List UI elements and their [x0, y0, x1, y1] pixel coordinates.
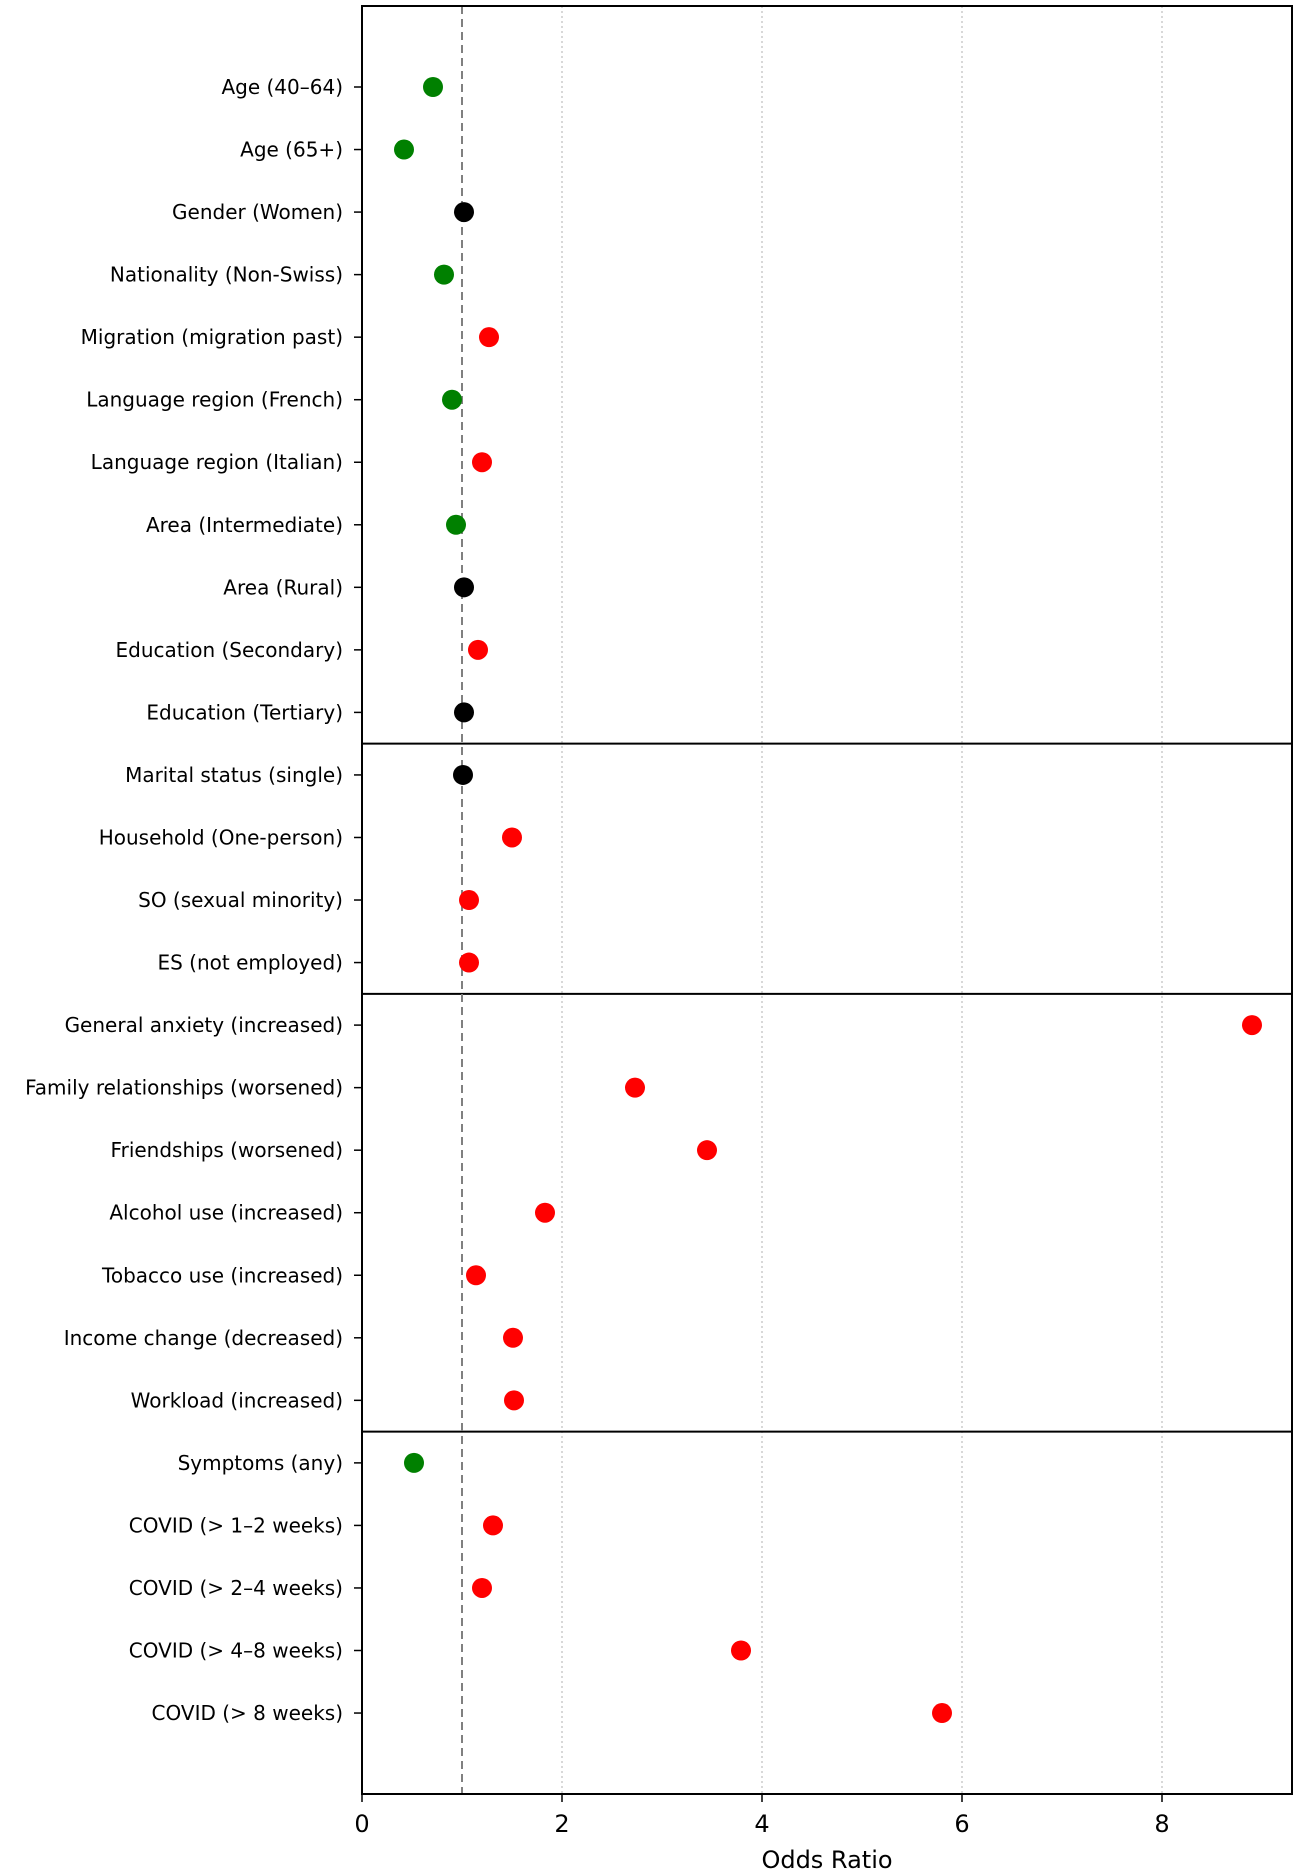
- y-tick-label: Area (Rural): [223, 575, 343, 599]
- y-tick-label: Workload (increased): [131, 1388, 343, 1412]
- x-tick-label: 8: [1154, 1810, 1169, 1838]
- y-tick-label: Friendships (worsened): [111, 1138, 343, 1162]
- data-point: [394, 139, 414, 160]
- y-tick-label: Family relationships (worsened): [25, 1076, 343, 1100]
- y-tick-label: Migration (migration past): [81, 325, 343, 349]
- data-point: [423, 77, 443, 97]
- group-separators: [362, 742, 1292, 1433]
- x-axis-label: Odds Ratio: [761, 1846, 892, 1874]
- data-point: [454, 702, 474, 723]
- data-points: [394, 77, 1262, 1724]
- data-point: [442, 389, 462, 410]
- y-tick-label: COVID (> 2–4 weeks): [129, 1576, 343, 1600]
- data-point: [434, 264, 454, 285]
- y-tick-label: Marital status (single): [125, 763, 343, 787]
- data-point: [404, 1452, 424, 1473]
- data-point: [731, 1640, 751, 1661]
- data-point: [453, 764, 473, 785]
- y-tick-label: Education (Tertiary): [146, 700, 343, 724]
- y-tick-label: Household (One-person): [99, 825, 343, 849]
- data-point: [697, 1140, 717, 1161]
- data-point: [1242, 1015, 1262, 1036]
- y-tick-label: Nationality (Non-Swiss): [110, 263, 343, 287]
- data-point: [472, 452, 492, 473]
- y-tick-label: Gender (Women): [172, 200, 343, 224]
- y-tick-label: Education (Secondary): [116, 638, 343, 662]
- x-tick-label: 0: [354, 1810, 369, 1838]
- y-tick-label: Income change (decreased): [64, 1326, 343, 1350]
- y-tick-label: Age (40–64): [221, 75, 343, 99]
- data-point: [468, 639, 488, 660]
- y-tick-label: SO (sexual minority): [138, 888, 343, 912]
- y-tick-label: COVID (> 4–8 weeks): [129, 1639, 343, 1663]
- data-point: [625, 1077, 645, 1098]
- x-tick-label: 6: [954, 1810, 969, 1838]
- x-tick-label: 2: [554, 1810, 569, 1838]
- data-point: [454, 577, 474, 598]
- y-tick-label: Age (65+): [240, 138, 343, 162]
- y-tick-label: Language region (Italian): [91, 450, 343, 474]
- y-tick-label: Area (Intermediate): [146, 513, 343, 537]
- y-axis: Age (40–64) Age (65+) Gender (Women) Nation…: [25, 75, 362, 1725]
- data-point: [446, 514, 466, 535]
- data-point: [932, 1703, 952, 1724]
- data-point: [502, 827, 522, 848]
- data-point: [466, 1265, 486, 1286]
- y-tick-label: COVID (> 8 weeks): [152, 1701, 343, 1725]
- data-point: [459, 890, 479, 911]
- data-point: [535, 1202, 555, 1223]
- data-point: [483, 1515, 503, 1536]
- y-tick-label: ES (not employed): [157, 951, 343, 975]
- data-point: [454, 202, 474, 223]
- y-tick-label: Symptoms (any): [178, 1451, 343, 1475]
- y-tick-label: Alcohol use (increased): [109, 1201, 343, 1225]
- x-tick-label: 4: [754, 1810, 769, 1838]
- data-point: [503, 1327, 523, 1348]
- x-axis: 0 2 4 6 8: [354, 1794, 1170, 1838]
- data-point: [479, 327, 499, 348]
- gridlines: [561, 6, 1163, 1794]
- data-point: [459, 952, 479, 973]
- y-tick-label: COVID (> 1–2 weeks): [129, 1513, 343, 1537]
- y-tick-label: Tobacco use (increased): [101, 1263, 343, 1287]
- y-tick-label: Language region (French): [86, 388, 343, 412]
- data-point: [504, 1390, 524, 1411]
- y-tick-label: General anxiety (increased): [65, 1013, 343, 1037]
- data-point: [472, 1577, 492, 1598]
